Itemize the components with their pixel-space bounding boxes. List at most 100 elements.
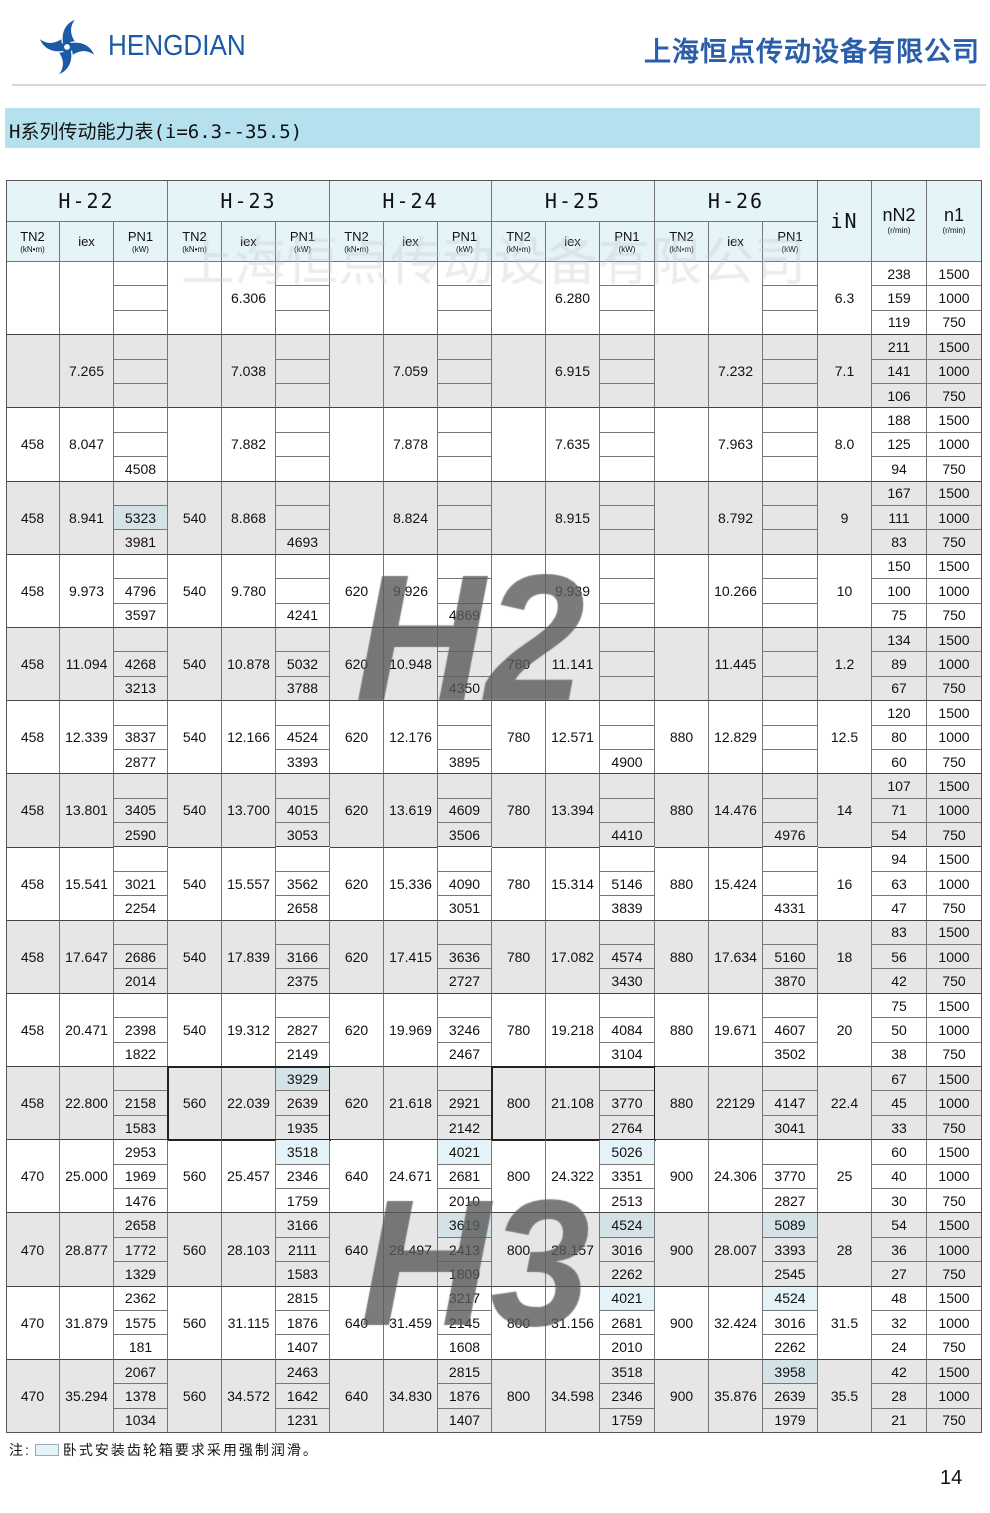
iex-cell: 35.294 [60,1359,114,1433]
tn2-cell [492,262,546,336]
tn2-cell: 780 [492,774,546,848]
iex-cell: 12.829 [709,701,763,775]
pn1-cell: 2686 [114,945,168,970]
n1-cell: 1000 [927,1018,982,1043]
iex-cell: 13.801 [60,774,114,848]
nn2-cell: 106 [872,383,927,409]
pn1-cell [438,383,492,409]
pn1-cell [276,359,330,384]
tn2-header-unit: (kN•m) [344,244,369,254]
nn2-cell: 111 [872,505,927,531]
iex-cell: 19.969 [384,993,438,1068]
tn2-cell: 470 [6,1359,60,1433]
tn2-header-unit: (kN•m) [669,244,694,254]
nn2-cell: 83 [872,530,927,555]
nn2-header: nN2 (r/min) [872,180,927,262]
tn2-header-label: TN2 [669,228,694,244]
n1-cell: 750 [927,1042,982,1068]
pn1-cell [763,335,818,360]
pn1-cell [600,847,655,872]
tn2-cell: 900 [655,1359,709,1433]
tn2-cell [492,481,546,555]
iex-cell: 22.039 [222,1067,276,1141]
tn2-cell [330,262,384,336]
pn1-cell: 4508 [114,457,168,482]
model-header-h-26: H-26 [655,180,818,222]
iex-cell: 17.415 [384,920,438,994]
iex-cell: 10.948 [384,627,438,702]
iex-cell: 12.571 [546,701,600,775]
pn1-cell: 4524 [600,1213,655,1238]
header-divider [12,84,986,86]
pn1-cell: 2764 [600,1115,655,1141]
nn2-cell: 27 [872,1262,927,1287]
pn1-cell [600,530,655,555]
in-cell: 10 [818,554,872,628]
pn1-cell: 3518 [276,1140,330,1165]
pn1-cell: 3502 [763,1042,818,1068]
n1-cell: 750 [927,1189,982,1214]
pn1-cell: 1979 [763,1408,818,1433]
pn1-cell [438,457,492,482]
pn1-cell [763,701,818,726]
pn1-cell: 4410 [600,823,655,848]
tn2-cell [655,262,709,336]
pn1-cell: 181 [114,1335,168,1360]
pn1-cell: 2463 [276,1359,330,1385]
iex-cell: 28.103 [222,1213,276,1287]
tn2-cell: 540 [168,701,222,775]
pn1-cell [276,701,330,726]
n1-cell: 1000 [927,1164,982,1190]
tn2-header-unit: (kN•m) [182,244,207,254]
iex-cell: 12.166 [222,701,276,775]
pn1-cell: 3929 [276,1067,330,1092]
pn1-cell [763,871,818,897]
iex-cell: 20.471 [60,993,114,1068]
tn2-header-label: TN2 [20,228,45,244]
n1-cell: 750 [927,1335,982,1360]
pn1-cell [763,432,818,458]
n1-header: n1 (r/min) [927,180,982,262]
nn2-cell: 56 [872,945,927,970]
tn2-cell: 640 [330,1140,384,1214]
tn2-cell: 780 [492,627,546,702]
tn2-cell: 540 [168,481,222,555]
iex-cell: 8.868 [222,481,276,555]
pn1-cell [438,579,492,604]
tn2-cell: 780 [492,993,546,1068]
in-cell: 14 [818,774,872,848]
n1-cell: 1000 [927,505,982,531]
pn1-cell [763,505,818,531]
pn1-cell: 4693 [276,530,330,555]
pn1-cell [438,262,492,287]
n1-cell: 1000 [927,1384,982,1409]
tn2-cell: 560 [168,1213,222,1287]
pn1-cell [600,554,655,580]
pn1-cell [276,310,330,336]
tn2-cell: 780 [492,701,546,775]
iex-cell: 15.541 [60,847,114,921]
pn1-cell: 1759 [276,1189,330,1214]
n1-cell: 1000 [927,945,982,970]
n1-cell: 750 [927,603,982,628]
pn1-cell [600,286,655,311]
note-prefix: 注: [9,1442,31,1458]
tn2-cell: 470 [6,1286,60,1360]
pn1-cell: 5146 [600,871,655,897]
tn2-cell: 880 [655,920,709,994]
nn2-cell: 150 [872,554,927,580]
pn1-cell [763,993,818,1019]
pn1-cell [763,676,818,702]
pn1-cell [600,383,655,409]
pn1-cell: 3405 [114,798,168,824]
pn1-cell: 4796 [114,579,168,604]
tn2-cell: 470 [6,1140,60,1214]
pn1-cell: 2590 [114,823,168,848]
iex-cell: 17.082 [546,920,600,994]
iex-header: iex [384,222,438,262]
iex-cell: 17.634 [709,920,763,994]
in-cell: 16 [818,847,872,921]
nn2-cell: 50 [872,1018,927,1043]
pn1-cell: 1407 [438,1408,492,1433]
pn1-cell: 3213 [114,676,168,702]
